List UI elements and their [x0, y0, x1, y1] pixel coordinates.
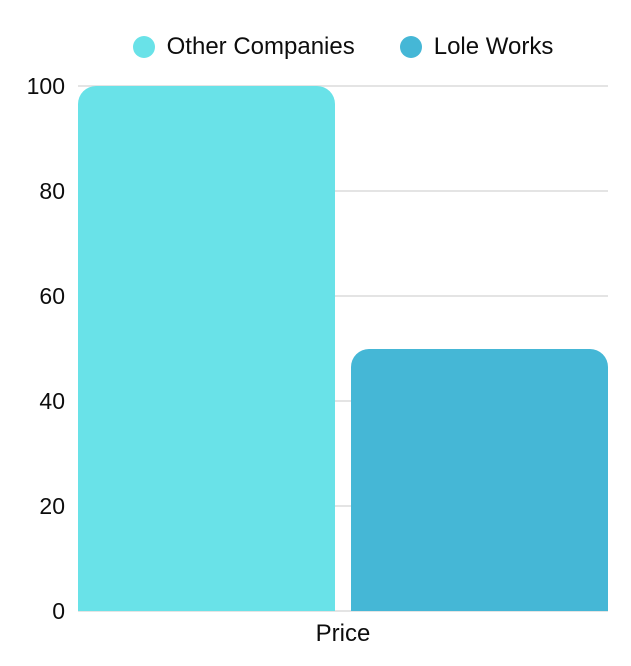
y-tick-label-0: 0 [52, 598, 65, 624]
legend-item-lole-works: Lole Works [399, 33, 554, 60]
y-tick-label-20: 20 [39, 493, 65, 519]
legend-label-lole-works: Lole Works [433, 33, 554, 60]
legend-swatch-other-companies-icon [132, 36, 155, 58]
gridline-y-100 [78, 85, 608, 87]
legend-item-other-companies: Other Companies [132, 33, 355, 60]
gridline-y-60 [78, 295, 608, 297]
gridline-y-20 [78, 505, 608, 507]
y-tick-label-40: 40 [39, 388, 65, 414]
gridline-y-0 [78, 610, 608, 612]
legend-label-other-companies: Other Companies [166, 33, 355, 60]
gridline-y-40 [78, 400, 608, 402]
legend-swatch-lole-works-icon [399, 36, 422, 58]
bar-other-companies [78, 86, 335, 611]
y-tick-label-100: 100 [26, 73, 65, 99]
y-tick-label-80: 80 [39, 178, 65, 204]
bar-lole-works [351, 348, 608, 611]
chart-legend: Other Companies Lole Works [78, 30, 608, 64]
x-category-label: Price [315, 620, 371, 647]
gridline-y-80 [78, 190, 608, 192]
y-tick-label-60: 60 [39, 283, 65, 309]
